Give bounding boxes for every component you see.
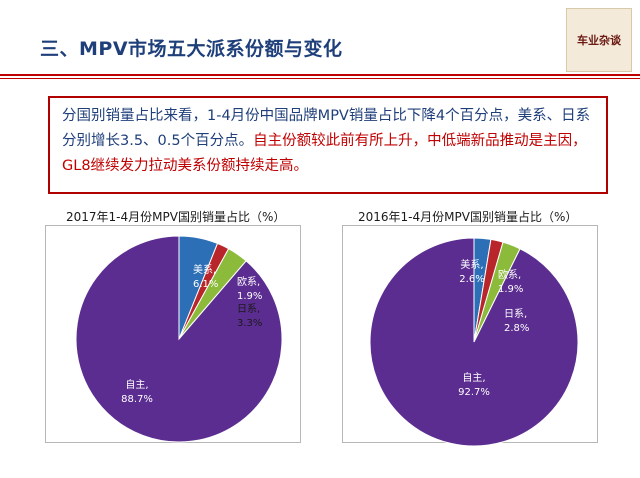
summary-box: 分国别销量占比来看，1-4月份中国品牌MPV销量占比下降4个百分点，美系、日系分… bbox=[48, 96, 608, 194]
pie-value-ouxi-2017: 1.9% bbox=[237, 291, 262, 302]
pie-label-rixi-2016: 日系, bbox=[504, 308, 527, 320]
pie-chart-2017: 美系, 6.1% 欧系, 1.9%日系, 3.3% 自主, 88.7% bbox=[75, 235, 283, 443]
chart-panel-2016: 美系, 2.6% 欧系, 1.9% 日系, 2.8% 自主, 92.7% bbox=[342, 225, 598, 447]
summary-text: 分国别销量占比来看，1-4月份中国品牌MPV销量占比下降4个百分点，美系、日系分… bbox=[62, 108, 591, 149]
pie-label-zizhu-2016: 自主, bbox=[462, 371, 485, 384]
chart-title-2017: 2017年1-4月份MPV国别销量占比（%） bbox=[66, 210, 286, 224]
pie-value-ouxi-2016: 1.9% bbox=[498, 284, 523, 295]
pie-slice-zizhu-2016 bbox=[369, 237, 579, 447]
summary-highlight: 自主份额较此前有所上升，中低端新品推动是主因，GL8继续发力拉动美系份额持续走高… bbox=[62, 133, 587, 174]
pie-label-ouxi-2017: 欧系, bbox=[237, 276, 260, 288]
title-divider bbox=[0, 74, 640, 76]
pie-label-zizhu-2017: 自主, bbox=[125, 378, 148, 391]
logo: 车业杂谈 bbox=[566, 8, 632, 72]
pie-slice-zizhu-2017 bbox=[75, 235, 283, 443]
pie-label-meixi-2016: 美系, bbox=[460, 258, 483, 271]
pie-value-meixi-2017: 6.1% bbox=[193, 279, 218, 290]
pie-value-meixi-2016: 2.6% bbox=[459, 274, 484, 285]
logo-text: 车业杂谈 bbox=[577, 34, 621, 47]
title-divider-thin bbox=[0, 78, 640, 79]
pie-value-zizhu-2017: 88.7% bbox=[121, 394, 153, 405]
pie-value-rixi-2017: 3.3% bbox=[237, 318, 262, 329]
pie-label-rixi-2017: 日系, bbox=[237, 303, 260, 315]
chart-panel-2017: 美系, 6.1% 欧系, 1.9% 日系, 3.3% 自主, 88.7% bbox=[45, 225, 301, 443]
pie-value-zizhu-2016: 92.7% bbox=[458, 387, 490, 398]
pie-label-ouxi-2016: 欧系, bbox=[498, 269, 521, 281]
pie-label-meixi-2017: 美系, bbox=[193, 263, 216, 276]
slide-title: 三、MPV市场五大派系份额与变化 bbox=[40, 38, 343, 60]
pie-chart-2016: 美系, 2.6% 欧系, 1.9% 日系, 2.8% 自主, 92.7% bbox=[369, 237, 579, 447]
chart-title-2016: 2016年1-4月份MPV国别销量占比（%） bbox=[358, 210, 578, 224]
pie-value-rixi-2016: 2.8% bbox=[504, 323, 529, 334]
